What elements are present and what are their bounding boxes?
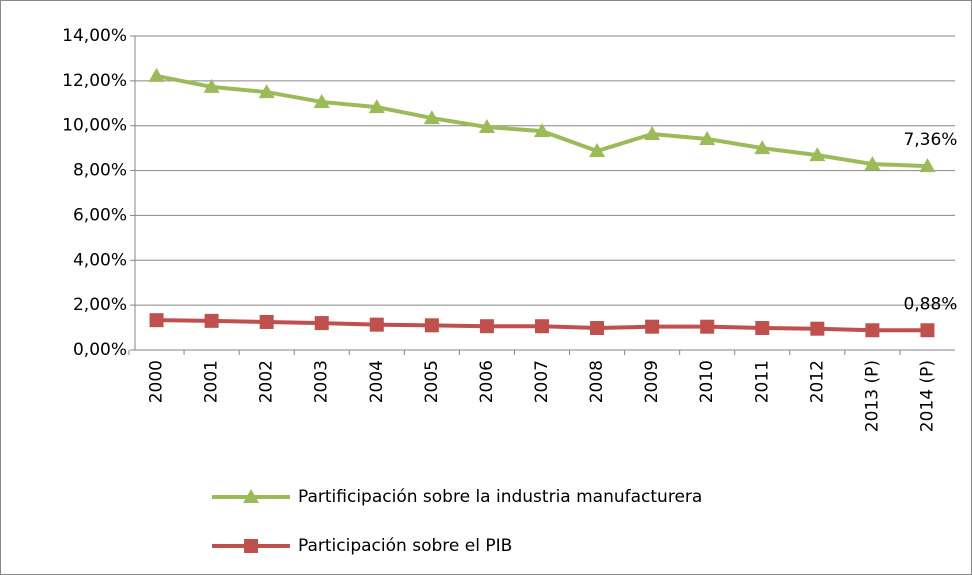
data-point: [810, 321, 825, 336]
data-point: [700, 319, 715, 334]
data-point: [478, 119, 495, 134]
x-tick-label: 2010: [697, 360, 717, 403]
legend-marker: [243, 489, 259, 503]
x-tick-label: 2014 (P): [917, 360, 937, 432]
data-point: [203, 78, 220, 93]
y-tick-label: 14,00%: [62, 26, 127, 46]
data-point: [535, 319, 549, 334]
data-point: [864, 156, 881, 171]
data-point: [423, 110, 440, 125]
x-tick-label: 2001: [202, 360, 222, 403]
data-point: [590, 321, 605, 336]
data-point: [534, 123, 550, 138]
y-tick-label: 0,00%: [73, 340, 127, 360]
data-point: [149, 313, 164, 328]
x-tick-label: 2000: [147, 360, 167, 403]
legend-label: Participación sobre el PIB: [298, 536, 512, 556]
y-tick-label: 12,00%: [62, 71, 127, 91]
x-tick-label: 2002: [257, 360, 277, 403]
y-tick-label: 4,00%: [73, 250, 127, 270]
data-point: [645, 319, 660, 334]
x-tick-label: 2005: [422, 360, 442, 403]
data-point: [148, 67, 165, 82]
data-point: [644, 126, 661, 141]
x-tick-label: 2009: [642, 360, 662, 403]
data-point: [919, 158, 936, 173]
x-tick-label: 2004: [367, 360, 387, 403]
data-point: [755, 321, 770, 336]
x-tick-label: 2003: [312, 360, 332, 403]
y-tick-label: 8,00%: [73, 161, 127, 181]
data-point: [314, 316, 329, 331]
y-tick-label: 2,00%: [73, 295, 127, 315]
data-point: [313, 93, 330, 108]
legend-label: Partificipación sobre la industria manuf…: [298, 487, 702, 507]
data-point: [204, 313, 219, 328]
x-tick-label: 2013 (P): [862, 360, 882, 432]
x-tick-label: 2011: [752, 360, 772, 403]
x-tick-label: 2012: [807, 360, 827, 403]
annotation: 0,88%: [903, 294, 957, 314]
y-tick-label: 6,00%: [73, 205, 127, 225]
x-tick-label: 2006: [477, 360, 497, 403]
data-point: [589, 143, 606, 158]
data-point: [699, 130, 716, 145]
data-point: [424, 318, 439, 333]
x-tick-label: 2007: [532, 360, 552, 403]
data-point: [865, 323, 880, 338]
data-point: [809, 147, 826, 162]
annotation: 7,36%: [903, 130, 957, 150]
x-tick-label: 2008: [587, 360, 607, 403]
data-point: [754, 140, 771, 155]
y-tick-label: 10,00%: [62, 116, 127, 136]
data-point: [369, 317, 384, 332]
data-point: [479, 319, 494, 334]
data-point: [258, 84, 275, 99]
legend-marker: [244, 539, 258, 553]
data-point: [259, 314, 274, 329]
data-point: [368, 99, 385, 114]
data-point: [920, 323, 935, 338]
